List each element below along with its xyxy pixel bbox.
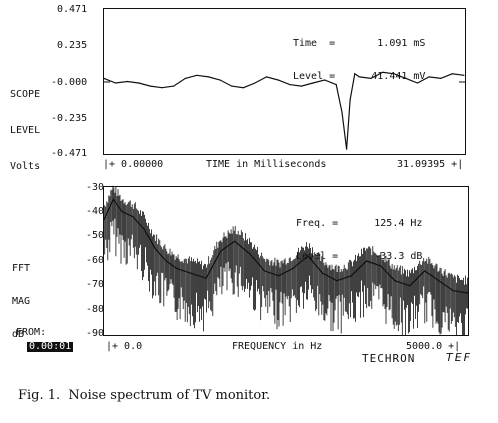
scope-ytick: -0.471 [51,148,88,159]
fft-ytick: -60 [86,255,105,266]
scope-trace-line-point [115,82,117,84]
scope-x-end: 31.09395 +| [397,159,464,170]
scope-trace-line-point [242,87,244,89]
fft-x-end: 5000.0 +| [406,341,461,352]
scope-trace-line-point [289,84,291,86]
scope-trace-line-point [126,80,128,83]
scope-trace-line-point [312,82,314,84]
brand-logo: TEF [446,351,472,364]
fft-x-start: |+ 0.0 [106,341,143,352]
scope-ytick: -0.000 [51,77,88,88]
scope-trace-line-point [161,87,163,89]
scope-trace-svg [103,71,465,150]
scope-trace-line-point [184,77,186,79]
fft-ylabel: FFT MAG dB [12,241,30,351]
scope-trace-line-point [451,73,453,75]
scope-trace-line-point [428,76,430,78]
fft-x-label: FREQUENCY in Hz [232,341,323,352]
scope-trace-line-point [231,85,233,87]
scope-trace-line-point [103,77,105,79]
scope-trace-line-point [440,77,442,79]
scope-trace-line-point [416,82,419,84]
fft-ylabel-line2: MAG [12,296,31,307]
fft-readout-level: Level = -33.3 dB [296,251,423,262]
scope-trace-line-point [405,77,407,79]
scope-ylabel-line2: LEVEL [10,125,41,136]
scope-x-start: |+ 0.00000 [103,159,164,170]
fft-trace-svg [103,185,469,335]
fft-ylabel-line3: dB [12,329,25,340]
scope-trace-line-point [149,85,151,87]
scope-ytick: 0.471 [57,4,88,15]
scope-plot-area[interactable] [103,8,466,155]
scope-trace-line-point [463,74,465,76]
scope-ylabel-line3: Volts [10,161,41,172]
fft-readout-freq: Freq. = 125.4 Hz [296,218,423,229]
scope-trace-line-point [254,82,256,84]
scope-trace-line-point [346,148,348,150]
scope-trace-line-point [219,79,221,81]
figure-caption: Fig. 1. Noise spectrum of TV monitor. [18,388,271,403]
fft-readout: Freq. = 125.4 Hz Level = -33.3 dB [296,196,422,273]
fft-ytick: -80 [86,304,105,315]
from-value-field[interactable]: 0.00:01 [27,341,74,352]
scope-x-label: TIME in Milliseconds [206,159,327,170]
scope-ytick: 0.235 [57,40,88,51]
scope-trace-line-point [382,71,384,73]
fft-ytick: -90 [86,328,105,339]
fft-plot-area[interactable] [103,185,469,336]
scope-trace-line-point [354,73,356,75]
scope-trace-line-point [324,79,326,81]
scope-trace-line-point [207,76,210,78]
scope-trace-line-point [173,85,175,87]
fft-envelope-line-point [103,218,105,220]
fft-ytick: -30 [86,182,105,193]
scope-trace-line-point [358,76,360,78]
scope-trace-line-point [300,85,302,87]
from-label: FROM: [16,327,47,338]
scope-trace-line-point [349,99,351,101]
scope-readout: Time = 1.091 mS Level = 41.441 mV [293,16,425,93]
fft-ytick: -70 [86,279,105,290]
scope-trace-line-point [138,82,140,84]
scope-trace-line-point [393,73,395,75]
scope-trace-line-point [277,79,279,81]
scope-trace-line-point [196,74,198,76]
scope-ylabel: SCOPE LEVEL Volts [10,65,40,185]
scope-trace-line-point [265,76,268,78]
fft-ytick: -50 [86,230,105,241]
brand: TECHRON [362,352,416,365]
scope-readout-level: Level = 41.441 mV [293,71,426,82]
scope-ytick: -0.235 [51,113,88,124]
scope-trace-line-point [370,77,372,79]
scope-trace-line-point [335,84,337,86]
scope-readout-time: Time = 1.091 mS [293,38,426,49]
fft-ylabel-line1: FFT [12,263,31,274]
scope-trace-line-point [341,111,343,113]
scope-ylabel-line1: SCOPE [10,89,41,100]
fft-ytick: -40 [86,206,105,217]
